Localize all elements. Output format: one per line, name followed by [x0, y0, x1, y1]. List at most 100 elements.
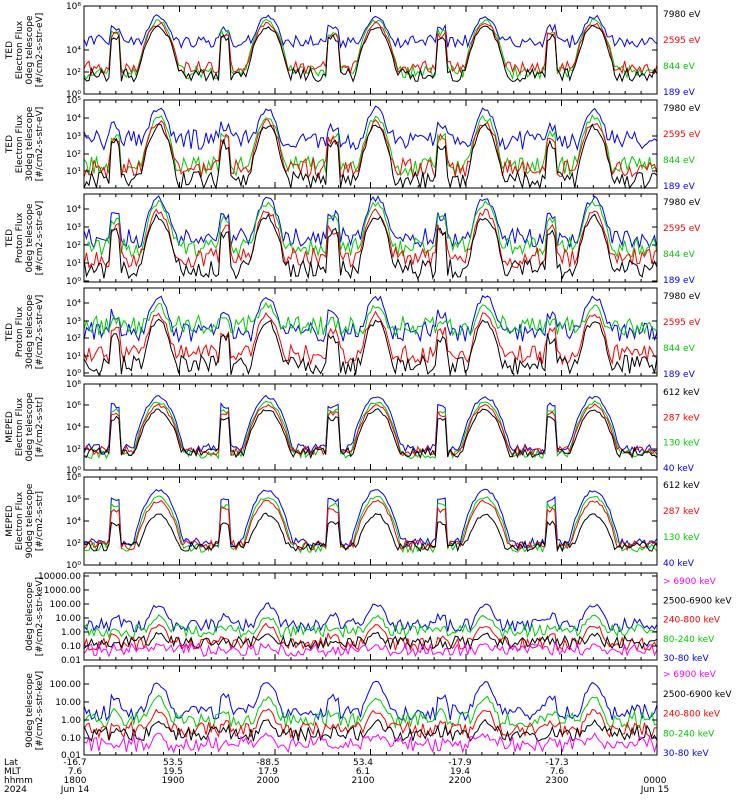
y-tick-label: 10⁶	[66, 495, 81, 505]
y-tick-label: 0.10	[61, 734, 81, 744]
legend-entry: 189 eV	[663, 276, 696, 286]
y-tick-label: 10²	[66, 445, 81, 455]
legend-entry: 612 keV	[663, 388, 700, 398]
y-axis-label: TED	[5, 323, 15, 342]
series-line	[83, 694, 658, 730]
y-tick-label: 0.01	[61, 656, 81, 666]
y-axis-label: [#/cm2-s-str-eV]	[35, 201, 45, 276]
legend-entry: 844 eV	[663, 62, 696, 72]
series-line	[83, 602, 658, 634]
y-axis-label: 0deg telescope	[25, 15, 35, 85]
x-tick-time: 2000	[257, 776, 280, 786]
series-line	[83, 718, 658, 743]
y-tick-label: 10³	[66, 132, 81, 142]
legend-entry: 2595 eV	[663, 224, 701, 234]
y-tick-label: 10⁸	[66, 473, 81, 483]
x-row-label: hhmm	[4, 776, 33, 786]
y-tick-label: 1000.00	[44, 586, 81, 596]
y-axis-label: MEPED	[5, 411, 15, 443]
series-line	[83, 499, 658, 552]
x-tick-mlt: 19.4	[450, 767, 470, 777]
y-tick-label: 10⁴	[66, 46, 81, 56]
y-tick-label: 10⁴	[66, 423, 81, 433]
legend-entry: 2595 eV	[663, 36, 701, 46]
series-line	[83, 301, 658, 338]
x-tick-lat: -16.7	[63, 758, 86, 768]
y-tick-label: 100.00	[50, 600, 82, 610]
series-line	[83, 394, 658, 455]
series-line	[83, 295, 658, 344]
y-axis-label: TED	[5, 135, 15, 154]
legend-entry: 844 eV	[663, 250, 696, 260]
y-axis-label: TED	[5, 41, 15, 60]
y-axis-label: [#/cm2-s-str-eV]	[35, 295, 45, 370]
y-tick-label: 10.00	[55, 698, 81, 708]
legend-entry: 2500-6900 keV	[663, 596, 732, 606]
y-axis-label: MEPED	[5, 505, 15, 537]
x-tick-time: 2100	[352, 776, 375, 786]
y-axis-label: Electron Flux	[15, 397, 25, 456]
y-tick-label: 10⁰	[66, 561, 81, 571]
series-line	[83, 641, 658, 658]
y-axis-label: 0deg telescope	[25, 392, 35, 462]
legend-entry: 2595 eV	[663, 130, 701, 140]
x-tick-mlt: 6.1	[356, 767, 370, 777]
x-tick-date: Jun 14	[60, 785, 90, 795]
y-tick-label: 10⁴	[66, 205, 81, 215]
x-tick-lat: 53.5	[163, 758, 183, 768]
legend-entry: 189 eV	[663, 88, 696, 98]
series-line	[83, 708, 657, 740]
y-tick-label: 1.00	[61, 628, 81, 638]
x-row-label: Lat	[4, 758, 19, 768]
x-tick-time: 1800	[64, 776, 87, 786]
series-line	[83, 14, 658, 49]
legend-entry: 612 keV	[663, 481, 700, 491]
legend-entry: 844 eV	[663, 344, 696, 354]
legend-entry: 80-240 keV	[663, 635, 715, 645]
y-tick-label: 10⁴	[66, 114, 81, 124]
y-tick-label: 10⁶	[66, 401, 81, 411]
legend-entry: 7980 eV	[663, 10, 701, 20]
x-tick-mlt: 17.9	[258, 767, 278, 777]
y-tick-label: 10⁴	[66, 299, 81, 309]
y-tick-label: 10³	[66, 223, 81, 233]
x-tick-mlt: 7.6	[550, 767, 565, 777]
legend-entry: 287 keV	[663, 507, 700, 517]
legend-entry: > 6900 keV	[663, 670, 717, 680]
y-axis-label: [#/cm2-s-str]	[35, 491, 45, 551]
y-tick-label: 100.00	[50, 680, 82, 690]
x-row-label: MLT	[4, 767, 22, 777]
series-line	[83, 732, 658, 754]
legend-entry: 130 keV	[663, 533, 700, 543]
series-line	[83, 403, 658, 457]
y-axis-label: Electron Flux	[15, 114, 25, 173]
x-tick-lat: -88.5	[256, 758, 279, 768]
series-line	[83, 123, 658, 190]
y-axis-label: 90deg telescope	[25, 483, 35, 558]
x-tick-time: 1900	[162, 776, 185, 786]
y-tick-label: 10⁰	[66, 277, 81, 287]
y-tick-label: 10⁸	[66, 2, 81, 12]
y-tick-label: 10⁵	[66, 96, 81, 106]
x-tick-mlt: 19.5	[163, 767, 183, 777]
y-axis-label: 30deg telescope	[25, 294, 35, 369]
x-tick-lat: 53.4	[353, 758, 373, 768]
series-line	[83, 195, 658, 250]
y-tick-label: 10000.00	[38, 572, 81, 582]
y-axis-label: Proton Flux	[15, 306, 25, 357]
x-tick-time: 2200	[449, 776, 472, 786]
legend-entry: 7980 eV	[663, 198, 701, 208]
y-axis-label: [#/cm2-s-str]	[35, 397, 45, 457]
x-tick-time: 2300	[546, 776, 569, 786]
legend-entry: 189 eV	[663, 370, 696, 380]
series-line	[83, 408, 658, 460]
y-axis-label: Proton Flux	[15, 212, 25, 263]
y-tick-label: 10²	[66, 539, 81, 549]
y-axis-label: 30deg telescope	[25, 106, 35, 181]
legend-entry: 40 keV	[663, 464, 695, 474]
y-tick-label: 10²	[66, 68, 81, 78]
y-tick-label: 10⁰	[66, 466, 81, 476]
y-tick-label: 10.00	[55, 614, 81, 624]
legend-entry: 80-240 keV	[663, 729, 715, 739]
